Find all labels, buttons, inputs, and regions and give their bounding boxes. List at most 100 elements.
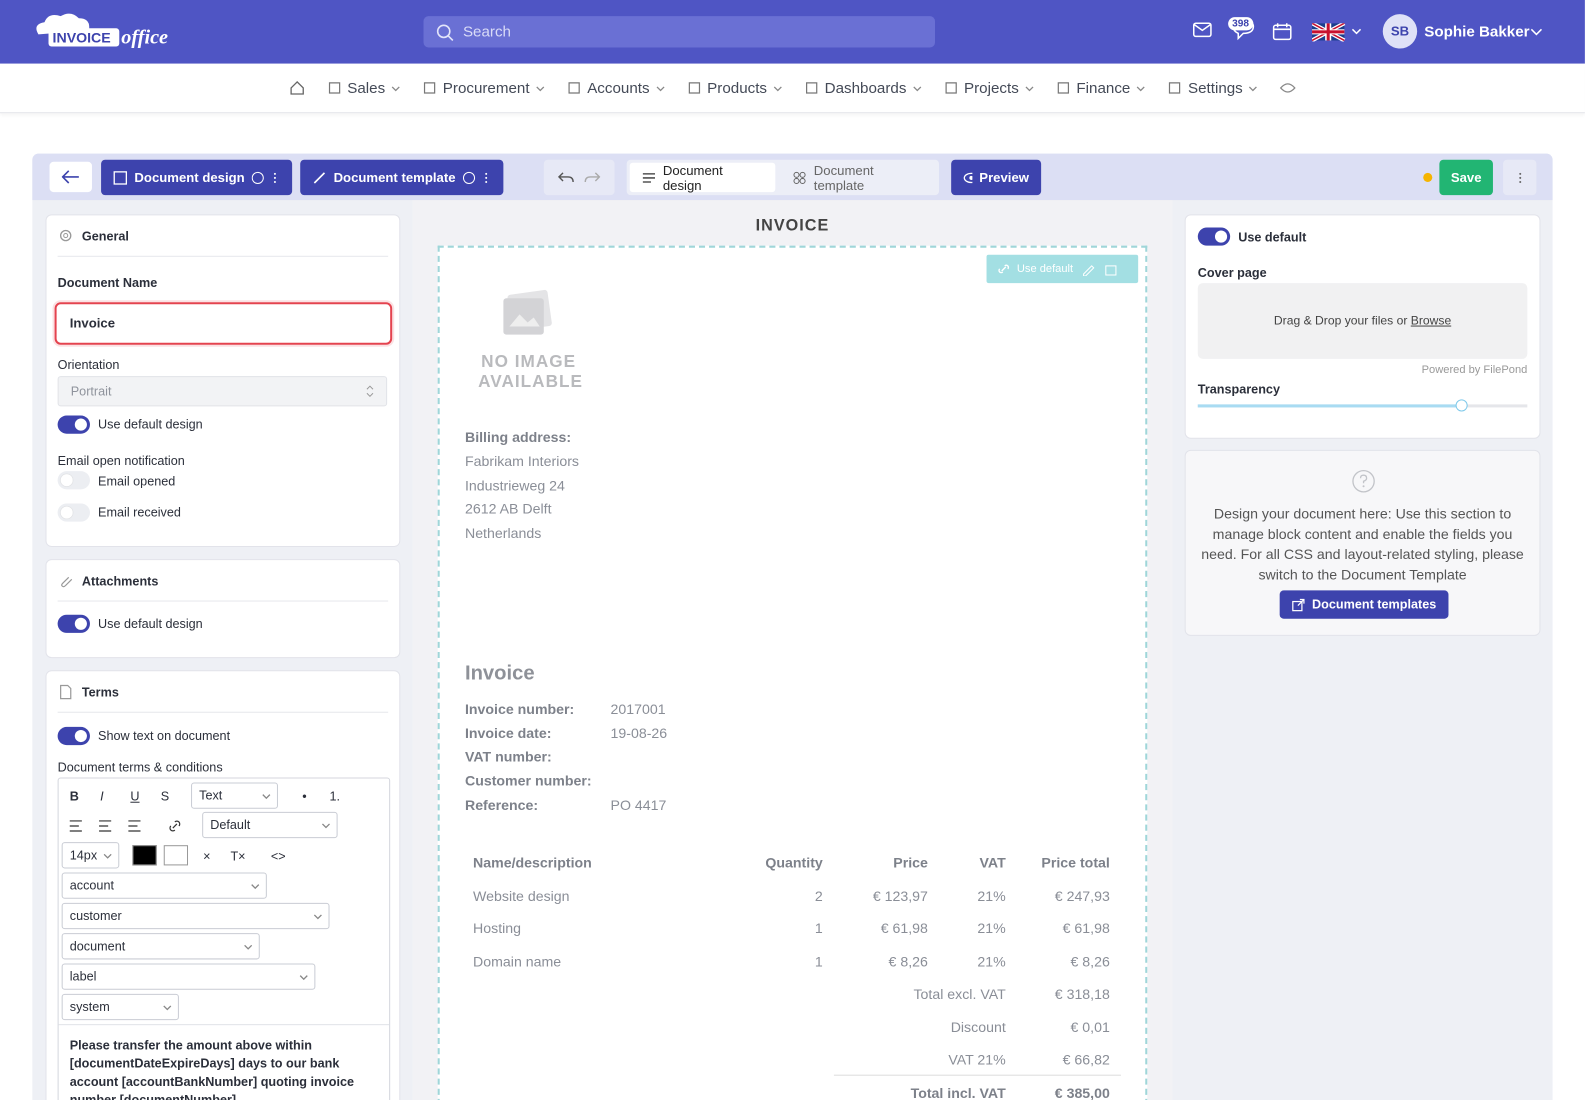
more-button[interactable] — [1503, 159, 1537, 196]
calendar-icon[interactable] — [1272, 22, 1293, 41]
back-button[interactable] — [49, 161, 92, 193]
orientation-select[interactable]: Portrait — [57, 376, 388, 407]
email-opened-label: Email opened — [98, 474, 176, 489]
tab-template[interactable]: Document template — [783, 162, 936, 193]
nav-item[interactable]: Sales — [327, 79, 400, 97]
drop-text: Drag & Drop your files or — [1273, 313, 1408, 328]
nav-icon — [1169, 82, 1181, 94]
align-path — [128, 820, 141, 832]
language-flag[interactable] — [1312, 23, 1363, 42]
design-button[interactable]: Document design — [101, 159, 293, 196]
nav-item[interactable]: Products — [687, 79, 782, 97]
preview-button[interactable]: Preview — [951, 159, 1042, 196]
toggle-attachments-default[interactable] — [57, 614, 90, 633]
editor-select[interactable]: account — [61, 872, 267, 899]
toggle-email-opened[interactable] — [57, 471, 90, 490]
nav-item[interactable]: Settings — [1168, 79, 1258, 97]
user-chevron[interactable] — [1530, 27, 1543, 37]
table-header: Quantity — [765, 854, 823, 871]
editor-button[interactable]: T× — [230, 849, 246, 864]
user-name[interactable]: Sophie Bakker — [1424, 23, 1530, 41]
logo[interactable]: INVOICE office — [30, 12, 177, 50]
nav-item[interactable]: Dashboards — [804, 79, 922, 97]
transparency-label: Transparency — [1197, 382, 1280, 397]
undo-redo[interactable] — [543, 159, 615, 196]
doc-name-input[interactable]: Invoice — [54, 302, 393, 345]
nav-item[interactable]: Procurement — [423, 79, 545, 97]
save-button[interactable]: Save — [1439, 159, 1493, 196]
toggle-default-design[interactable] — [57, 415, 90, 434]
templates-button[interactable]: Document templates — [1279, 590, 1449, 619]
editor-button[interactable]: <> — [270, 849, 286, 864]
editor-select[interactable]: document — [61, 933, 260, 960]
align-icon[interactable] — [69, 820, 83, 832]
home-icon[interactable] — [289, 80, 305, 96]
link-icon[interactable] — [168, 819, 182, 833]
templates-button-label: Document templates — [1312, 597, 1437, 612]
field-label: Customer number: — [464, 772, 592, 789]
editor-button[interactable]: I — [100, 789, 104, 804]
align-icon[interactable] — [127, 820, 141, 832]
editor-button[interactable]: S — [160, 789, 170, 804]
editor-button[interactable]: U — [130, 789, 140, 804]
orientation-value: Portrait — [70, 384, 112, 399]
editor-select[interactable]: customer — [61, 902, 330, 930]
template-button[interactable]: Document template — [300, 159, 504, 196]
powered-by: Powered by FilePond — [1421, 363, 1528, 377]
field-label: Reference: — [464, 796, 539, 813]
toggle-email-received[interactable] — [57, 503, 90, 522]
billing-line: Industrieweg 24 — [464, 476, 565, 494]
nav-chevron — [1249, 85, 1258, 91]
use-default-badge[interactable]: Use default — [986, 254, 1139, 284]
toggle-show-text[interactable] — [57, 726, 90, 746]
nav-label: Dashboards — [824, 79, 907, 97]
editor-select[interactable]: 14px — [61, 842, 120, 869]
no-image-line: AVAILABLE — [478, 372, 583, 392]
editor-button[interactable]: × — [203, 849, 211, 864]
rich-text-editor: B I U S Text • 1. Default 14px × T× <> account custom… — [57, 777, 391, 1100]
editor-select[interactable]: system — [61, 993, 179, 1021]
table-cell: € 247,93 — [1054, 887, 1110, 904]
table-cell: 21% — [977, 920, 1006, 937]
editor-select[interactable]: Default — [202, 811, 338, 839]
editor-select[interactable]: label — [61, 963, 316, 990]
nav-label: Procurement — [442, 79, 530, 97]
slider-thumb[interactable] — [1455, 399, 1468, 412]
nav-icon-path — [1169, 82, 1181, 94]
nav-item[interactable]: Finance — [1056, 79, 1145, 97]
terms-title: Terms — [81, 685, 119, 700]
file-drop[interactable]: Drag & Drop your files or Browse — [1197, 283, 1528, 359]
notification-badge: 398 — [1228, 17, 1254, 31]
nav-label: Settings — [1187, 79, 1243, 97]
total-label: Total incl. VAT — [910, 1084, 1006, 1100]
editor-button[interactable]: 1. — [329, 789, 341, 804]
background-color[interactable] — [163, 845, 189, 866]
search-icon — [436, 24, 454, 42]
toggle-cover-default[interactable] — [1197, 227, 1231, 246]
text-color[interactable] — [132, 845, 157, 866]
table-header: Name/description — [473, 854, 592, 871]
table-cell: 21% — [977, 953, 1006, 970]
table-cell: € 61,98 — [1062, 920, 1110, 937]
visibility-icon[interactable] — [1280, 82, 1297, 94]
editor-button[interactable]: B — [69, 789, 79, 804]
browse-link[interactable]: Browse — [1410, 313, 1452, 328]
preview-title: INVOICE — [755, 217, 830, 235]
editor-button[interactable]: • — [302, 789, 307, 804]
nav-label: Projects — [964, 79, 1019, 97]
tab-design[interactable]: Document design — [629, 162, 776, 193]
design-button-label: Document design — [134, 169, 245, 186]
mail-icon[interactable] — [1192, 22, 1213, 38]
slider-track[interactable] — [1197, 404, 1528, 408]
align-icon[interactable] — [98, 820, 112, 832]
nav-icon — [1057, 82, 1069, 94]
nav-label: Products — [707, 79, 768, 97]
nav-item[interactable]: Projects — [944, 79, 1034, 97]
editor-select[interactable]: Text — [191, 782, 278, 809]
nav-item[interactable]: Accounts — [567, 79, 665, 97]
editor-select-value: account — [69, 878, 114, 893]
search-box[interactable]: Search — [423, 16, 935, 48]
avatar[interactable]: SB — [1382, 14, 1418, 49]
table-cell: € 8,26 — [888, 953, 928, 970]
